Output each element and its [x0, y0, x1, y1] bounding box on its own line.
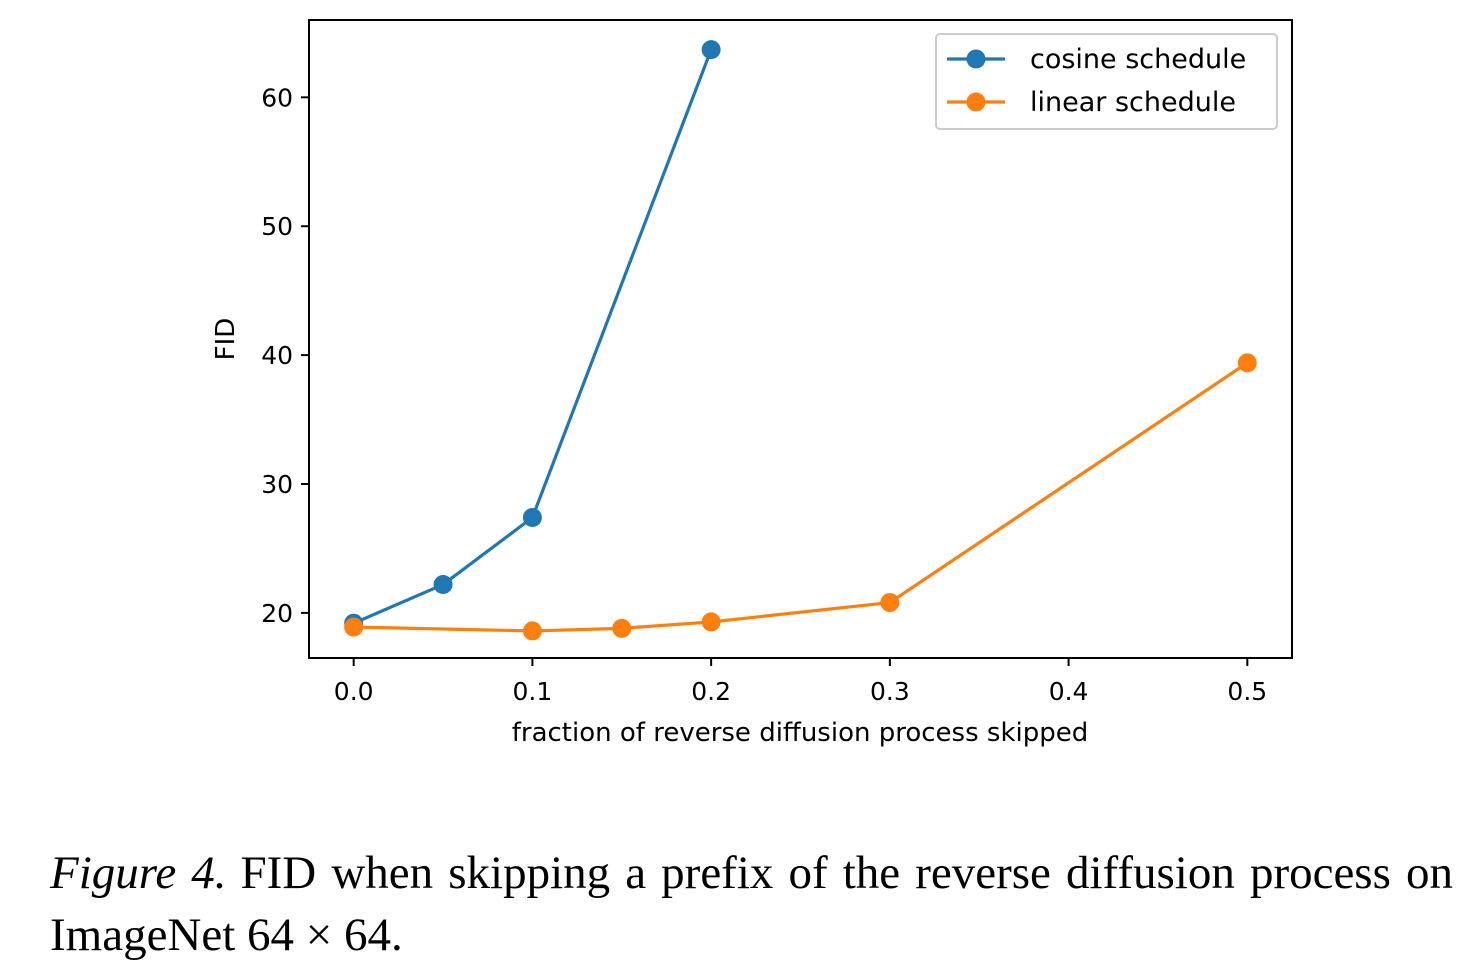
data-point-linear — [612, 618, 632, 638]
data-point-cosine — [522, 508, 542, 528]
legend-label-cosine: cosine schedule — [1030, 44, 1246, 75]
x-tick-label: 0.4 — [1049, 677, 1089, 706]
data-point-linear — [701, 612, 721, 632]
x-tick-label: 0.5 — [1227, 677, 1267, 706]
legend-entries: cosine schedule linear schedule — [947, 44, 1246, 118]
legend-marker-cosine — [966, 49, 986, 69]
legend-frame — [935, 33, 1278, 130]
legend: cosine schedule linear schedule — [935, 33, 1278, 130]
chart-axes: 0.0 0.1 0.2 0.3 0.4 0.5 20 30 40 50 60 — [261, 83, 1267, 706]
caption-label: Figure 4. — [50, 847, 227, 899]
x-tick-label: 0.0 — [334, 677, 374, 706]
data-point-linear — [344, 617, 364, 637]
x-tick-label: 0.2 — [691, 677, 731, 706]
y-tick-label: 30 — [261, 470, 293, 499]
x-axis-label: fraction of reverse diffusion process sk… — [512, 718, 1089, 748]
plot-frame — [308, 19, 1293, 659]
data-point-cosine — [433, 575, 453, 595]
x-tick-label: 0.1 — [513, 677, 553, 706]
figure-caption: Figure 4. FID when skipping a prefix of t… — [50, 842, 1453, 966]
series-line-linear — [353, 361, 1249, 633]
fid-line-chart: 0.0 0.1 0.2 0.3 0.4 0.5 20 30 40 50 60 fraction of… — [211, 19, 1293, 748]
y-axis-label: FID — [211, 318, 241, 361]
y-tick-label: 50 — [261, 212, 293, 241]
y-tick-label: 60 — [261, 83, 293, 112]
caption-text: FID when skipping a prefix of the revers… — [50, 847, 1453, 961]
legend-label-linear: linear schedule — [1030, 87, 1236, 118]
data-point-linear — [1237, 353, 1257, 373]
legend-marker-linear — [966, 92, 986, 112]
chart-marks — [344, 40, 1257, 641]
x-tick-label: 0.3 — [870, 677, 910, 706]
data-point-cosine — [701, 40, 721, 60]
data-point-linear — [522, 621, 542, 641]
y-tick-label: 40 — [261, 341, 293, 370]
y-tick-label: 20 — [261, 599, 293, 628]
series-line-cosine — [353, 49, 713, 625]
data-point-linear — [880, 593, 900, 613]
